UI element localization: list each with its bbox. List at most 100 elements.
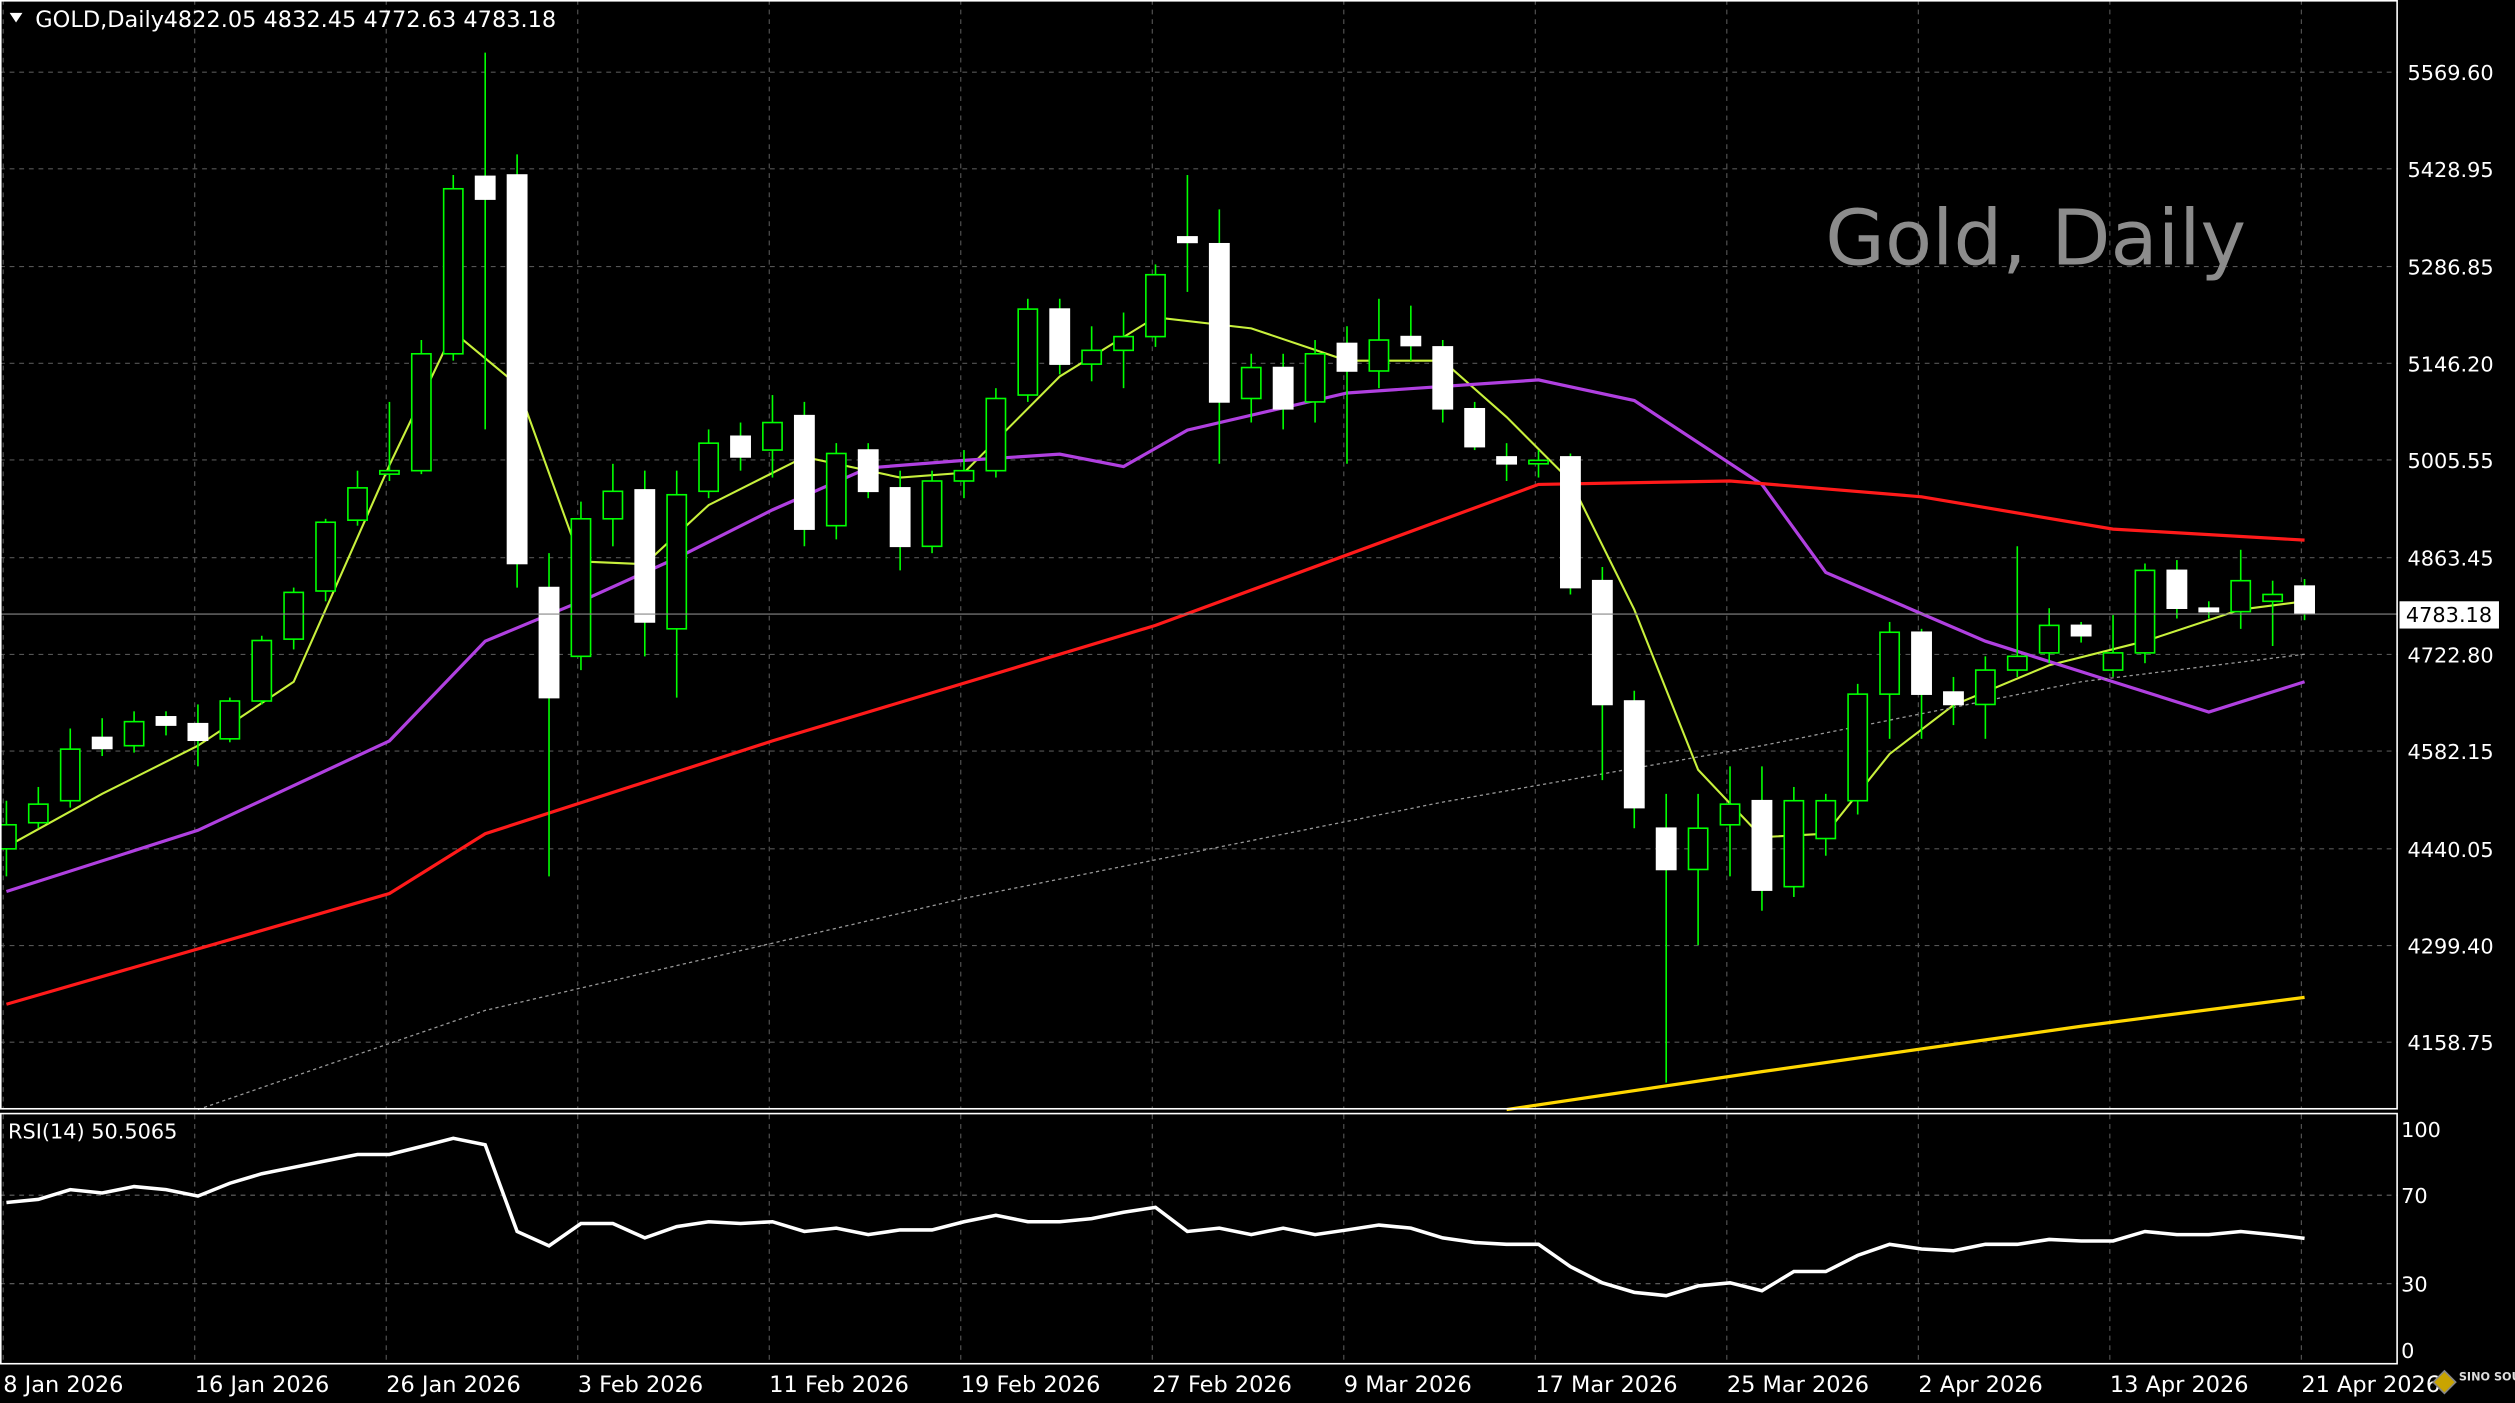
bear-candle bbox=[1655, 793, 1677, 1083]
candle-body bbox=[1240, 366, 1262, 400]
candle-body bbox=[793, 414, 815, 530]
candle-body bbox=[889, 487, 911, 548]
candle-body bbox=[2006, 655, 2028, 671]
candle-body bbox=[825, 452, 847, 527]
date-tick-label: 19 Feb 2026 bbox=[961, 1372, 1101, 1398]
bear-candle bbox=[1560, 453, 1581, 595]
bear-candle bbox=[793, 401, 815, 547]
bull-candle bbox=[570, 501, 592, 671]
candle-body bbox=[2294, 585, 2315, 614]
bull-candle bbox=[315, 518, 337, 602]
candle-body bbox=[506, 174, 528, 565]
candle-body bbox=[2102, 652, 2124, 671]
logo-diamond-icon bbox=[2432, 1369, 2457, 1395]
rsi-tick-label: 30 bbox=[2401, 1273, 2428, 1297]
bull-candle bbox=[1113, 312, 1134, 389]
candle-body bbox=[219, 700, 241, 740]
bull-candle bbox=[1081, 326, 1103, 382]
bull-candle bbox=[985, 388, 1007, 478]
candle-body bbox=[698, 442, 720, 493]
bear-candle bbox=[1272, 353, 1294, 430]
candle-body bbox=[2198, 607, 2220, 613]
candle-body bbox=[1017, 308, 1039, 396]
bull-candle bbox=[2230, 549, 2252, 629]
bull-candle bbox=[1847, 683, 1869, 815]
candle-body bbox=[1879, 631, 1901, 695]
rsi-tick-label: 70 bbox=[2401, 1184, 2428, 1208]
time-axis[interactable]: 8 Jan 2026 16 Jan 2026 26 Jan 2026 3 Feb 20… bbox=[3, 1372, 2440, 1398]
grid bbox=[0, 0, 2398, 1363]
bear-candle bbox=[1591, 566, 1613, 781]
date-tick-label: 9 Mar 2026 bbox=[1344, 1372, 1472, 1398]
bear-candle bbox=[857, 443, 879, 499]
bull-candle bbox=[410, 340, 432, 475]
bear-candle bbox=[1496, 443, 1518, 481]
candle-body bbox=[0, 823, 17, 850]
date-tick-label: 27 Feb 2026 bbox=[1152, 1372, 1292, 1398]
date-tick-label: 25 Mar 2026 bbox=[1727, 1372, 1869, 1398]
price-tick-label: 4440.05 bbox=[2408, 838, 2494, 862]
candle-body bbox=[155, 716, 177, 726]
price-tick-label: 4299.40 bbox=[2408, 935, 2494, 959]
candle-body bbox=[857, 449, 879, 493]
bear-candle bbox=[1623, 690, 1645, 829]
bull-candle bbox=[825, 443, 847, 540]
bull-candle bbox=[0, 800, 17, 877]
candle-body bbox=[538, 586, 560, 699]
candle-body bbox=[921, 480, 943, 548]
bear-candle bbox=[187, 704, 209, 767]
bull-candle bbox=[251, 635, 273, 705]
bull-candle bbox=[1017, 298, 1039, 402]
bull-candle bbox=[219, 697, 241, 743]
bull-candle bbox=[59, 728, 81, 808]
price-tick-label: 5005.55 bbox=[2408, 449, 2494, 473]
bear-candle bbox=[730, 422, 751, 471]
candle-body bbox=[666, 493, 688, 630]
rsi-tick-label: 100 bbox=[2401, 1118, 2441, 1142]
bull-candle bbox=[1368, 298, 1390, 389]
bull-candle bbox=[2102, 615, 2124, 677]
candle-body bbox=[442, 187, 464, 355]
candle-body bbox=[315, 521, 337, 592]
bear-candle bbox=[538, 553, 560, 877]
date-tick-label: 26 Jan 2026 bbox=[386, 1372, 521, 1398]
date-tick-label: 8 Jan 2026 bbox=[3, 1372, 123, 1398]
candle-body bbox=[1591, 579, 1613, 706]
bull-candle bbox=[2006, 546, 2028, 677]
bull-candle bbox=[2038, 608, 2060, 664]
candle-body bbox=[1623, 700, 1645, 809]
bull-candle bbox=[921, 470, 943, 554]
svg-text:SINO SOUND: SINO SOUND bbox=[2459, 1371, 2515, 1384]
candle-body bbox=[953, 469, 975, 482]
ma-slow-line bbox=[5, 479, 2305, 1006]
price-axis[interactable]: 5569.60 5428.95 5286.85 5146.20 5005.55 4863.… bbox=[2401, 61, 2494, 1363]
collapse-triangle-icon[interactable] bbox=[9, 12, 23, 23]
candle-body bbox=[2070, 624, 2092, 637]
candle-body bbox=[59, 748, 81, 802]
bear-candle bbox=[2198, 601, 2220, 619]
bull-candle bbox=[123, 711, 145, 753]
candle-body bbox=[2038, 624, 2060, 654]
bull-candle bbox=[283, 587, 305, 650]
date-tick-label: 16 Jan 2026 bbox=[195, 1372, 330, 1398]
bull-candle bbox=[1304, 340, 1326, 423]
candle-body bbox=[602, 490, 624, 520]
candle-body bbox=[1113, 335, 1134, 352]
bear-candle bbox=[1176, 175, 1198, 292]
bear-candle bbox=[1464, 401, 1486, 451]
bull-candle bbox=[1815, 793, 1837, 856]
candle-body bbox=[1496, 456, 1518, 465]
bear-candle bbox=[474, 52, 496, 430]
bear-candle bbox=[91, 718, 113, 757]
candle-body bbox=[283, 591, 305, 640]
bear-candle bbox=[2294, 579, 2315, 621]
bull-candle bbox=[666, 470, 688, 698]
bull-candle bbox=[347, 470, 368, 526]
candle-body bbox=[2134, 569, 2156, 654]
rsi-label: RSI(14) 50.5065 bbox=[8, 1119, 177, 1143]
bull-candle bbox=[1240, 353, 1262, 423]
candle-body bbox=[730, 435, 751, 458]
bull-candle bbox=[1719, 766, 1741, 877]
candle-body bbox=[1815, 799, 1837, 840]
